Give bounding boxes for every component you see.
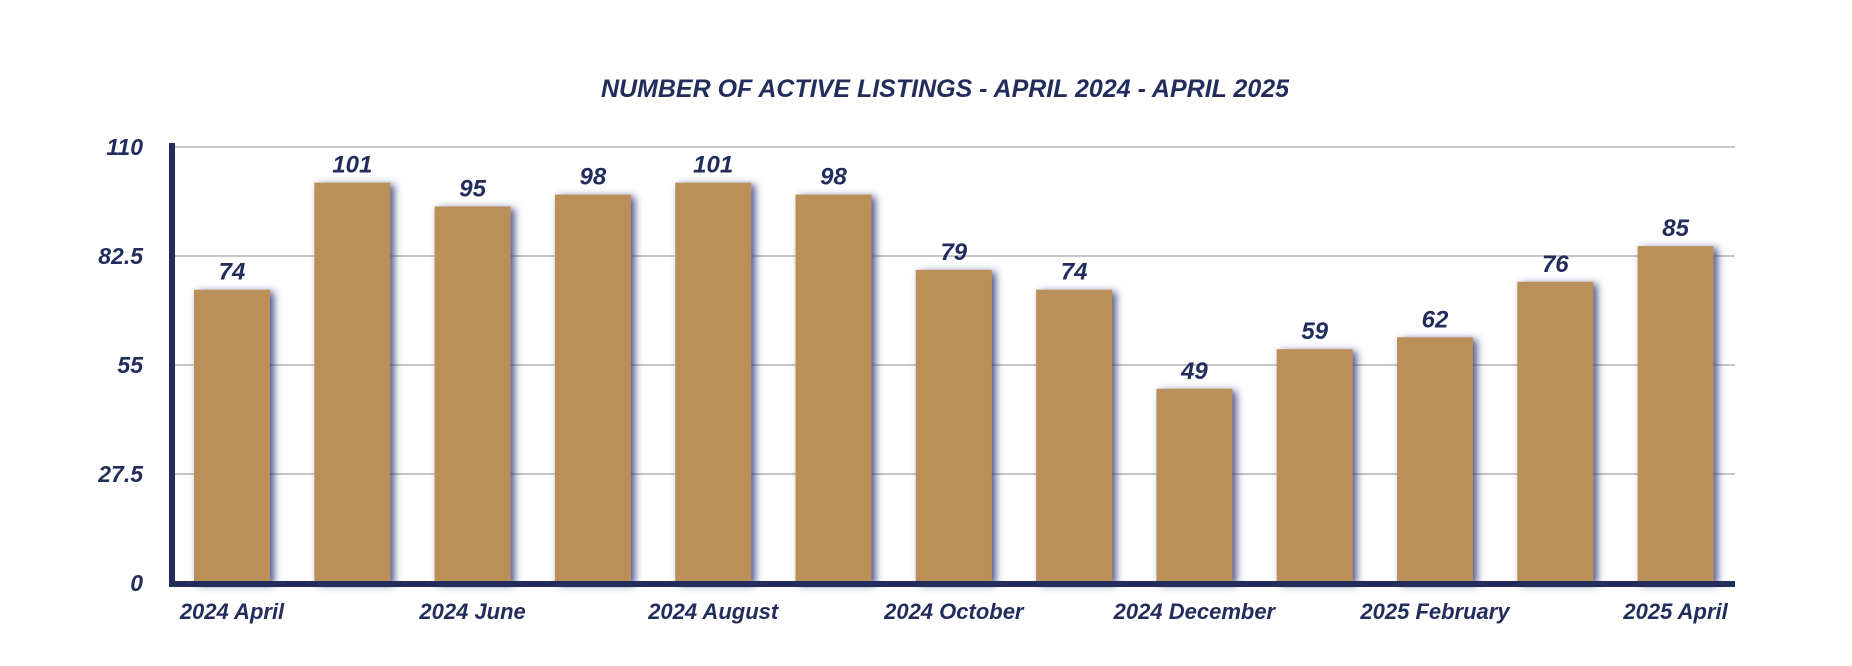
data-label: 76 xyxy=(1542,251,1569,278)
data-label: 79 xyxy=(940,239,967,266)
x-axis-tick-labels: 2024 April 2024 June 2024 August 2024 Octob… xyxy=(179,599,1729,624)
data-label: 85 xyxy=(1662,215,1689,242)
y-tick-label: 0 xyxy=(130,570,143,596)
bar-2024-september xyxy=(796,195,872,583)
data-label: 59 xyxy=(1301,318,1328,345)
y-tick-label: 55 xyxy=(117,352,144,378)
y-tick-label: 110 xyxy=(106,134,143,160)
x-tick-label: 2024 December xyxy=(1113,599,1277,624)
x-tick-label: 2025 April xyxy=(1622,599,1728,624)
bar-2024-april xyxy=(194,290,270,583)
x-tick-label: 2025 February xyxy=(1359,599,1511,624)
x-tick-label: 2024 August xyxy=(647,599,780,624)
bar-2024-november xyxy=(1036,290,1112,583)
y-tick-label: 27.5 xyxy=(97,461,144,487)
x-tick-label: 2024 June xyxy=(418,599,525,624)
data-label: 98 xyxy=(580,164,607,191)
data-label: 49 xyxy=(1180,358,1208,385)
data-label: 74 xyxy=(1061,259,1088,286)
data-label: 62 xyxy=(1422,306,1449,333)
bar-2024-august xyxy=(675,183,751,583)
x-tick-label: 2024 October xyxy=(883,599,1025,624)
data-label: 98 xyxy=(820,164,847,191)
data-label: 95 xyxy=(459,175,486,202)
bar-2024-october xyxy=(916,270,992,583)
data-label: 101 xyxy=(332,152,372,179)
bar-2024-may xyxy=(314,183,390,583)
bar-2024-june xyxy=(435,206,511,583)
bar-2024-july xyxy=(555,195,631,583)
x-tick-label: 2024 April xyxy=(179,599,285,624)
bar-2025-march xyxy=(1517,282,1593,583)
y-axis-tick-labels: 0 27.5 55 82.5 110 xyxy=(97,134,144,596)
data-label: 101 xyxy=(693,152,733,179)
data-label: 74 xyxy=(219,259,246,286)
bar-2025-january xyxy=(1277,349,1353,583)
bar-2025-april xyxy=(1638,246,1714,583)
y-tick-label: 82.5 xyxy=(98,243,144,269)
bar-2025-february xyxy=(1397,337,1473,583)
bar-2024-december xyxy=(1156,389,1232,583)
chart-title: NUMBER OF ACTIVE LISTINGS - APRIL 2024 -… xyxy=(601,75,1290,103)
